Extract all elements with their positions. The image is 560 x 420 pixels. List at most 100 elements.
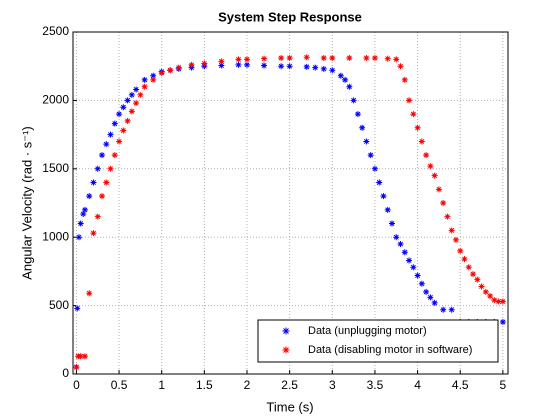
data-point	[235, 61, 242, 68]
data-point	[218, 58, 225, 65]
x-tick-label: 3.5	[367, 378, 384, 392]
data-point	[141, 83, 148, 90]
data-point	[329, 67, 336, 74]
data-point	[133, 100, 140, 107]
data-point	[120, 104, 127, 111]
data-point	[478, 283, 485, 290]
data-point	[448, 227, 455, 234]
data-point	[414, 124, 421, 131]
data-point	[337, 72, 344, 79]
data-point	[384, 55, 391, 62]
data-point	[103, 179, 110, 186]
data-point	[201, 60, 208, 67]
data-point	[278, 54, 285, 61]
data-point	[111, 120, 118, 127]
data-point	[167, 67, 174, 74]
data-point	[495, 298, 502, 305]
data-point	[440, 306, 447, 313]
data-point	[384, 206, 391, 213]
data-point	[465, 264, 472, 271]
legend-label: Data (unplugging motor)	[308, 325, 427, 337]
chart-title: System Step Response	[218, 9, 362, 24]
data-point	[461, 256, 468, 263]
x-tick-label: 1.5	[196, 378, 213, 392]
data-point	[389, 220, 395, 227]
data-point	[86, 290, 93, 297]
data-point	[431, 299, 438, 306]
data-point	[380, 193, 387, 200]
data-point	[128, 91, 135, 98]
data-point	[188, 61, 195, 68]
data-point	[440, 200, 447, 206]
y-tick-label: 2500	[42, 24, 69, 38]
data-point	[116, 111, 123, 118]
data-point	[423, 288, 430, 295]
data-point	[124, 117, 131, 124]
data-point	[406, 257, 413, 264]
y-axis-label: Angular Velocity (rad · s⁻¹)	[19, 126, 34, 280]
x-tick-label: 2.5	[281, 378, 298, 392]
y-tick-label: 500	[49, 298, 69, 312]
data-point	[401, 76, 408, 83]
data-point	[111, 152, 118, 159]
data-point	[158, 70, 165, 77]
data-point	[99, 193, 105, 200]
legend-marker	[282, 327, 290, 335]
data-point	[418, 138, 425, 145]
data-point	[235, 56, 242, 63]
data-point	[363, 54, 370, 61]
x-axis-label: Time (s)	[266, 399, 313, 414]
data-point	[346, 83, 353, 90]
data-point	[286, 54, 293, 61]
y-tick-label: 1500	[42, 161, 69, 175]
data-point	[128, 108, 135, 115]
data-point	[94, 165, 101, 172]
data-point	[474, 276, 481, 283]
data-point	[431, 172, 438, 179]
data-point	[90, 230, 97, 237]
data-point	[320, 54, 327, 61]
data-point	[444, 213, 451, 220]
x-tick-label: 2	[244, 378, 251, 392]
data-point	[90, 179, 97, 186]
data-point	[278, 63, 285, 70]
data-point	[423, 152, 430, 159]
legend-box	[257, 319, 499, 363]
data-point	[261, 55, 268, 62]
legend-marker	[282, 346, 290, 354]
legend-label: Data (disabling motor in software)	[308, 344, 472, 356]
data-point	[350, 97, 357, 104]
data-point	[107, 165, 114, 172]
data-point	[81, 206, 88, 213]
data-point	[342, 76, 349, 83]
data-point	[74, 305, 81, 312]
data-point	[329, 54, 336, 61]
data-point	[499, 319, 506, 326]
data-point	[367, 152, 374, 159]
data-point	[99, 152, 105, 159]
data-point	[457, 247, 464, 254]
data-point	[320, 65, 327, 72]
data-point	[427, 163, 434, 170]
data-point	[491, 297, 498, 304]
x-tick-label: 1	[158, 378, 165, 392]
data-point	[94, 213, 101, 220]
data-point	[120, 127, 127, 134]
x-tick-label: 4.5	[452, 378, 469, 392]
data-point	[303, 54, 310, 61]
data-point	[133, 86, 140, 93]
data-point	[137, 91, 144, 98]
data-point	[393, 56, 400, 63]
data-point	[354, 111, 361, 118]
data-point	[427, 294, 434, 301]
x-tick-label: 0.5	[111, 378, 128, 392]
data-point	[103, 141, 110, 148]
data-point	[346, 54, 353, 61]
x-tick-label: 5	[500, 378, 507, 392]
data-point	[410, 111, 417, 118]
data-point	[218, 62, 225, 69]
data-point	[397, 241, 404, 248]
data-point	[371, 165, 378, 172]
data-point	[150, 76, 157, 83]
